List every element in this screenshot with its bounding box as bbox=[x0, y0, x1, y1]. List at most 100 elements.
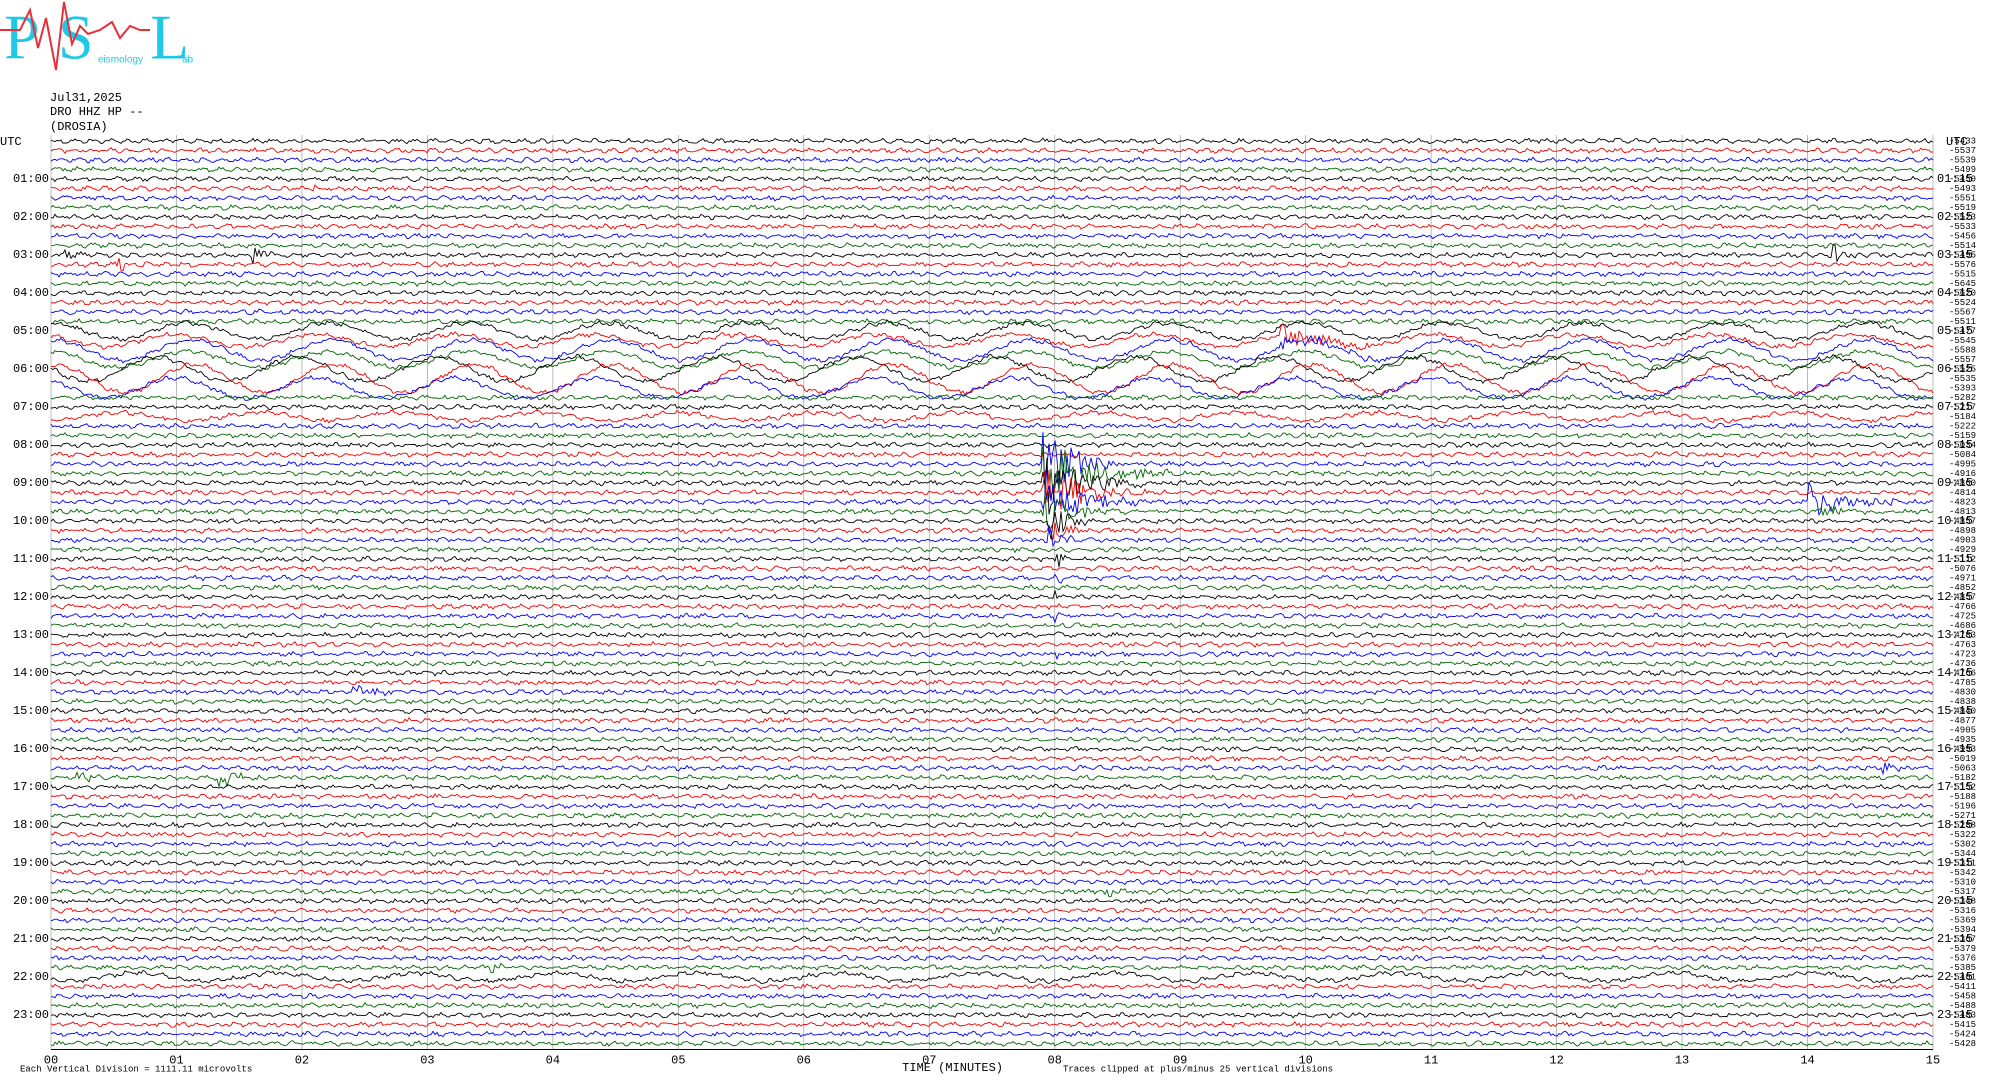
trace-offset: -5499 bbox=[1949, 165, 1976, 175]
trace bbox=[50, 771, 1934, 788]
left-time-label: 11:00 bbox=[13, 552, 49, 566]
right-time-label: 08:15 bbox=[1937, 438, 1973, 452]
trace-offset: -5394 bbox=[1949, 925, 1976, 935]
trace-offset: -5385 bbox=[1949, 963, 1976, 973]
trace bbox=[50, 348, 1934, 371]
trace-offset: -5433 bbox=[1949, 136, 1976, 146]
left-time-label: 10:00 bbox=[13, 514, 49, 528]
trace bbox=[50, 793, 1934, 800]
trace bbox=[50, 334, 1934, 364]
trace bbox=[50, 457, 1934, 515]
trace-offset: -5483 bbox=[1949, 1010, 1976, 1020]
date: Jul31,2025 bbox=[50, 91, 122, 105]
trace bbox=[50, 1011, 1934, 1019]
logo-letter: L bbox=[150, 2, 189, 73]
logo: P S L eismology ab bbox=[0, 2, 194, 73]
trace-offset: -5342 bbox=[1949, 868, 1976, 878]
trace-offset: -4857 bbox=[1949, 516, 1976, 526]
trace bbox=[50, 650, 1934, 661]
trace-offset: -5458 bbox=[1949, 991, 1976, 1001]
logo-subtitle: ab bbox=[182, 55, 194, 66]
trace-offset: -5159 bbox=[1949, 431, 1976, 441]
trace-offset: -4766 bbox=[1949, 668, 1976, 678]
trace-offset: -5019 bbox=[1949, 754, 1976, 764]
left-time-label: 15:00 bbox=[13, 704, 49, 718]
trace-offset: -4905 bbox=[1949, 725, 1976, 735]
left-time-label: 03:00 bbox=[13, 248, 49, 262]
trace bbox=[50, 698, 1934, 705]
trace-offset: -5535 bbox=[1949, 374, 1976, 384]
x-tick-label: 06 bbox=[797, 1054, 811, 1068]
trace bbox=[50, 213, 1934, 221]
x-tick-label: 02 bbox=[295, 1054, 309, 1068]
trace-offset: -5222 bbox=[1949, 421, 1976, 431]
trace-offset: -5344 bbox=[1949, 849, 1976, 859]
trace-offset: -5576 bbox=[1949, 260, 1976, 270]
right-time-label: 09:15 bbox=[1937, 476, 1973, 490]
trace bbox=[50, 409, 1934, 424]
trace-offset: -4723 bbox=[1949, 649, 1976, 659]
right-time-label: 04:15 bbox=[1937, 286, 1973, 300]
trace bbox=[50, 166, 1934, 173]
channel: DRO HHZ HP -- bbox=[50, 105, 144, 119]
trace-offset: -5567 bbox=[1949, 307, 1976, 317]
left-time-label: 01:00 bbox=[13, 172, 49, 186]
trace bbox=[50, 299, 1934, 307]
trace-offset: -5311 bbox=[1949, 858, 1976, 868]
trace-offset: -5084 bbox=[1949, 450, 1976, 460]
trace bbox=[50, 850, 1934, 857]
trace-offset: -5322 bbox=[1949, 830, 1976, 840]
trace-offset: -4783 bbox=[1949, 630, 1976, 640]
x-tick-label: 09 bbox=[1173, 1054, 1187, 1068]
trace bbox=[50, 317, 1934, 325]
trace-offset: -5545 bbox=[1949, 336, 1976, 346]
left-time-label: 02:00 bbox=[13, 210, 49, 224]
trace bbox=[50, 859, 1934, 867]
left-time-label: 18:00 bbox=[13, 818, 49, 832]
x-tick-label: 03 bbox=[420, 1054, 434, 1068]
trace-offset: -4916 bbox=[1949, 469, 1976, 479]
trace bbox=[50, 469, 1934, 510]
scale-note: Each Vertical Division = 1111.11 microvo… bbox=[20, 1064, 252, 1074]
trace bbox=[50, 280, 1934, 287]
trace bbox=[50, 969, 1934, 984]
trace-offset: -4971 bbox=[1949, 573, 1976, 583]
trace-offset: -5428 bbox=[1949, 1039, 1976, 1049]
trace-offset: -5184 bbox=[1949, 412, 1976, 422]
trace bbox=[50, 812, 1934, 819]
trace-offset: -5511 bbox=[1949, 317, 1976, 327]
right-time-label: 18:15 bbox=[1937, 818, 1973, 832]
trace-offset: -4857 bbox=[1949, 592, 1976, 602]
trace bbox=[50, 802, 1934, 810]
left-time-label: 09:00 bbox=[13, 476, 49, 490]
x-tick-label: 00 bbox=[44, 1054, 58, 1068]
trace-offset: -5076 bbox=[1949, 564, 1976, 574]
right-time-label: 23:15 bbox=[1937, 1008, 1973, 1022]
trace-offset: -4860 bbox=[1949, 478, 1976, 488]
x-tick-label: 08 bbox=[1048, 1054, 1062, 1068]
trace bbox=[50, 322, 1934, 351]
x-tick-label: 12 bbox=[1549, 1054, 1563, 1068]
left-axis-title: UTC bbox=[0, 135, 22, 149]
trace-offset: -5477 bbox=[1949, 326, 1976, 336]
trace bbox=[50, 762, 1934, 776]
trace-offset: -4840 bbox=[1949, 706, 1976, 716]
trace bbox=[50, 223, 1934, 230]
trace bbox=[50, 319, 1934, 343]
x-tick-label: 07 bbox=[922, 1054, 936, 1068]
trace bbox=[50, 745, 1934, 753]
right-time-label: 10:15 bbox=[1937, 514, 1973, 528]
x-tick-label: 05 bbox=[671, 1054, 685, 1068]
trace bbox=[50, 707, 1934, 715]
trace bbox=[50, 361, 1934, 396]
trace bbox=[50, 522, 1934, 541]
trace-offset: -5188 bbox=[1949, 792, 1976, 802]
left-time-label: 08:00 bbox=[13, 438, 49, 452]
x-axis-title: TIME (MINUTES) bbox=[902, 1061, 1003, 1075]
trace-offset: -4929 bbox=[1949, 545, 1976, 555]
trace-offset: -5551 bbox=[1949, 193, 1976, 203]
right-time-label: 21:15 bbox=[1937, 932, 1973, 946]
trace-offset: -5217 bbox=[1949, 402, 1976, 412]
right-time-label: 02:15 bbox=[1937, 210, 1973, 224]
